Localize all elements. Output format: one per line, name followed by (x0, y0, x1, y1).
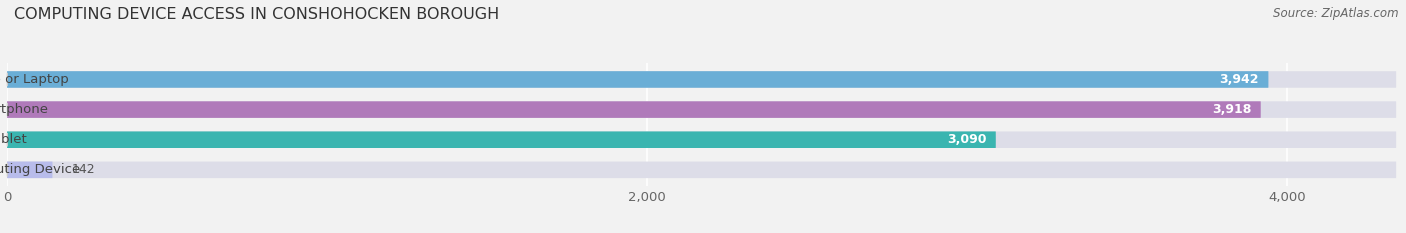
Text: 142: 142 (72, 163, 96, 176)
Text: Tablet: Tablet (0, 133, 27, 146)
FancyBboxPatch shape (7, 161, 52, 178)
FancyBboxPatch shape (7, 71, 1268, 88)
Text: Smartphone: Smartphone (0, 103, 48, 116)
Text: Source: ZipAtlas.com: Source: ZipAtlas.com (1274, 7, 1399, 20)
FancyBboxPatch shape (7, 161, 1396, 178)
Text: Desktop or Laptop: Desktop or Laptop (0, 73, 69, 86)
Text: 3,918: 3,918 (1212, 103, 1251, 116)
Text: COMPUTING DEVICE ACCESS IN CONSHOHOCKEN BOROUGH: COMPUTING DEVICE ACCESS IN CONSHOHOCKEN … (14, 7, 499, 22)
Text: No Computing Device: No Computing Device (0, 163, 80, 176)
Text: 3,942: 3,942 (1219, 73, 1258, 86)
FancyBboxPatch shape (7, 131, 1396, 148)
FancyBboxPatch shape (7, 71, 1396, 88)
FancyBboxPatch shape (7, 101, 1261, 118)
Text: 3,090: 3,090 (946, 133, 986, 146)
FancyBboxPatch shape (7, 131, 995, 148)
FancyBboxPatch shape (7, 101, 1396, 118)
